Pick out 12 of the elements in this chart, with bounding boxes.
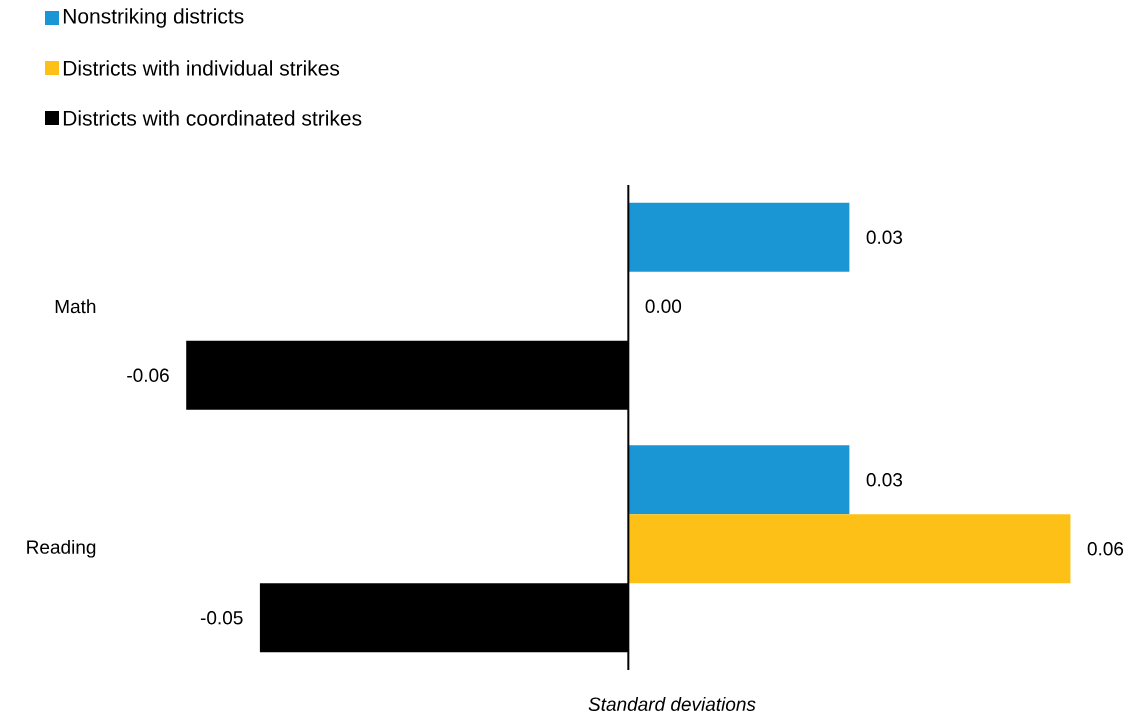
y-tick-label: Math [55, 299, 96, 314]
data-label: -0.06 [127, 368, 169, 382]
data-label: 0.03 [866, 230, 903, 244]
data-label: 0.06 [1087, 542, 1124, 556]
y-tick-label: Reading [27, 539, 96, 558]
data-label: -0.05 [200, 611, 243, 625]
legend-label: Nonstriking districts [63, 8, 244, 28]
x-axis-title: Standard deviations [588, 697, 756, 711]
legend-label: Districts with individual strikes [63, 60, 340, 76]
legend-label: Districts with coordinated strikes [63, 110, 362, 126]
data-label: 0.03 [866, 473, 903, 487]
data-label: 0.00 [645, 299, 682, 313]
